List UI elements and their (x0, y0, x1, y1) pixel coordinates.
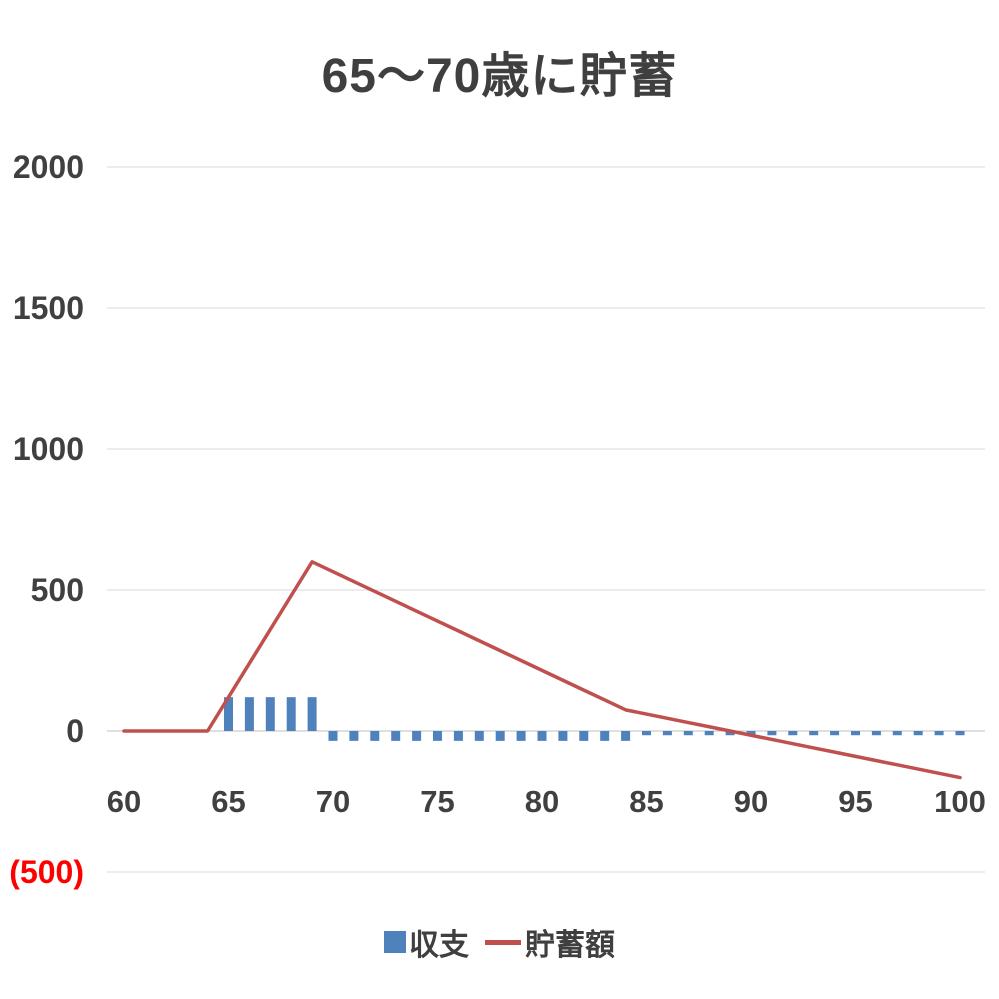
balance-bar (433, 731, 442, 741)
balance-bar (746, 731, 756, 736)
balance-bar (286, 697, 296, 731)
balance-bar (328, 731, 338, 741)
balance-bar (788, 731, 798, 736)
balance-bar (391, 731, 401, 741)
balance-bar (265, 697, 275, 731)
legend-label-savings: 貯蓄額 (525, 929, 615, 962)
x-tick-label: 100 (934, 784, 986, 819)
x-tick-label: 75 (420, 784, 454, 819)
y-tick-label: 2000 (13, 149, 84, 185)
balance-bar (662, 731, 672, 736)
balance-bar (830, 731, 840, 736)
legend-label-balance: 収支 (409, 929, 469, 962)
balance-bar (934, 731, 944, 736)
y-tick-label: 1500 (13, 290, 84, 326)
balance-bar (913, 731, 923, 736)
x-tick-label: 80 (525, 784, 559, 819)
balance-bar (453, 731, 463, 741)
y-tick-label: 500 (31, 572, 84, 608)
y-tick-label: 0 (66, 713, 84, 749)
balance-bar (809, 731, 819, 736)
balance-bar (370, 731, 380, 741)
balance-bar (683, 731, 693, 736)
x-tick-label: 95 (838, 784, 872, 819)
balance-bar (516, 731, 526, 741)
y-tick-label: (500) (9, 854, 84, 890)
x-tick-label: 60 (107, 784, 141, 819)
balance-bar (244, 697, 254, 731)
legend-item-balance: 収支 (384, 920, 469, 964)
balance-bar (558, 731, 568, 741)
balance-bar (474, 731, 484, 741)
balance-bar (349, 731, 359, 741)
savings-line (122, 560, 962, 780)
x-tick-label: 85 (629, 784, 663, 819)
balance-bar (600, 731, 610, 741)
balance-bar (892, 731, 902, 736)
balance-bar (871, 731, 881, 736)
balance-bar (955, 731, 965, 736)
balance-series-marker (384, 931, 406, 953)
legend: 収支 貯蓄額 (0, 920, 999, 964)
x-tick-label: 70 (316, 784, 350, 819)
balance-bar (642, 731, 651, 736)
x-tick-label: 90 (734, 784, 768, 819)
balance-bar (224, 697, 233, 731)
balance-bar (307, 697, 317, 731)
chart-title: 65〜70歳に貯蓄 (321, 50, 678, 103)
balance-bar (767, 731, 777, 736)
balance-bar (704, 731, 714, 736)
savings-series-marker (485, 939, 521, 945)
balance-bar (621, 731, 631, 741)
x-tick-label: 65 (211, 784, 245, 819)
balance-bar (495, 731, 505, 741)
balance-bar (537, 731, 547, 741)
y-tick-label: 1000 (13, 431, 84, 467)
balance-bar (725, 731, 735, 736)
balance-bar (851, 731, 860, 736)
legend-item-savings: 貯蓄額 (485, 920, 615, 964)
balance-bar (412, 731, 422, 741)
balance-bar (579, 731, 589, 741)
